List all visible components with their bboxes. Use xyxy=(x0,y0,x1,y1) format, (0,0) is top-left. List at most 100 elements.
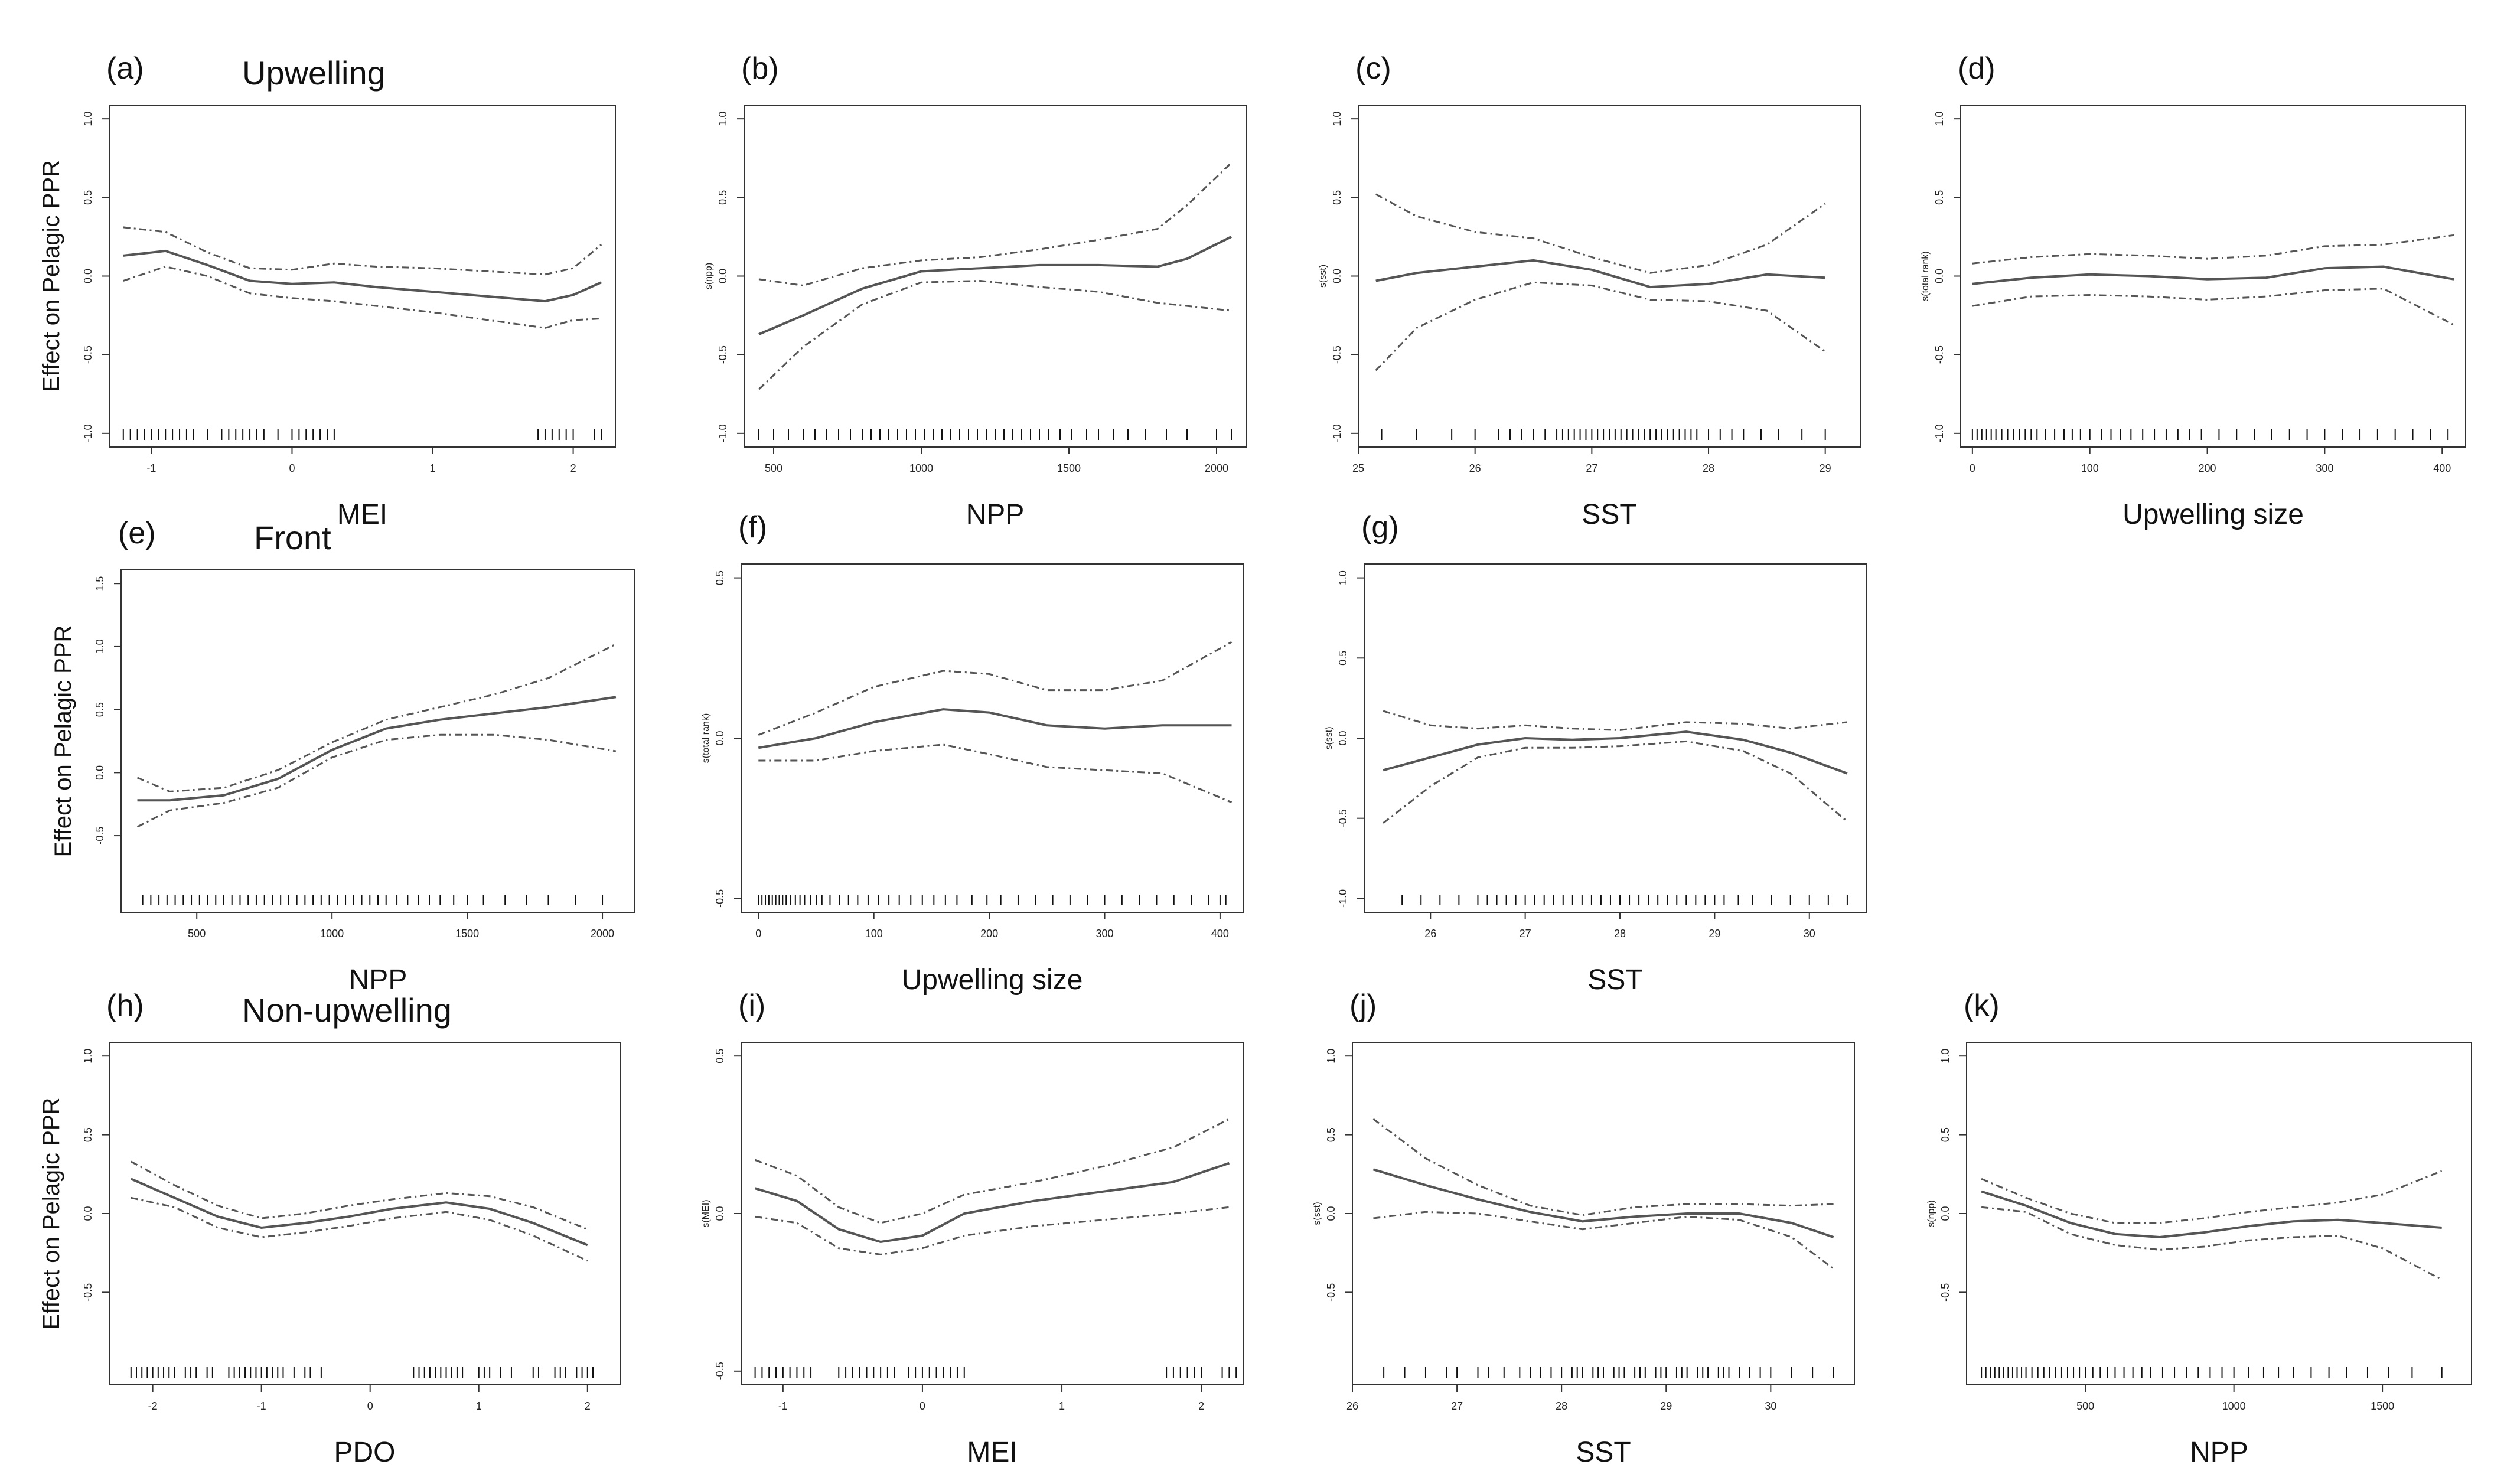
smooth-fit-line xyxy=(755,1162,1230,1244)
y-tick-label: 0.5 xyxy=(82,1127,94,1142)
y-tick-label: 1.0 xyxy=(1331,112,1343,126)
panel-k: (k) NPP s(npp) 500 1000 1500 -0.5 0.0 0.5 1.0 xyxy=(1926,989,2472,1468)
panel-h: (h) Non-upwelling PDO Effect on Pelagic PPR… xyxy=(38,989,621,1468)
panel-j: (j) SST s(sst) 26 27 28 29 30 -0.5 0.0 0.5 1.0 xyxy=(1312,989,1855,1468)
x-tick-label: 0 xyxy=(1970,462,1975,474)
confidence-band-lower xyxy=(123,265,602,329)
y-tick-label: 0.5 xyxy=(714,570,726,585)
smooth-fit-line xyxy=(758,236,1232,335)
y-tick-label: -1.0 xyxy=(1331,424,1343,442)
x-axis-label: NPP xyxy=(2190,1437,2248,1468)
y-axis-label: s(sst) xyxy=(1324,726,1334,749)
x-axis-label: SST xyxy=(1582,499,1636,530)
x-tick-label: 30 xyxy=(1804,928,1815,940)
confidence-band-lower xyxy=(1972,288,2454,326)
y-tick-label: 0.0 xyxy=(94,765,106,780)
y-tick-label: 0.5 xyxy=(714,1049,726,1064)
x-tick-label: 27 xyxy=(1586,462,1597,474)
y-tick-label: 0.0 xyxy=(82,269,94,283)
x-tick-label: 100 xyxy=(865,928,883,940)
x-tick-label: 1000 xyxy=(320,928,344,940)
y-tick-label: 0.0 xyxy=(1934,269,1945,283)
x-tick-label: 2 xyxy=(585,1400,591,1412)
confidence-band-upper xyxy=(123,226,602,276)
smooth-fit-line xyxy=(1372,1168,1834,1238)
plot-frame xyxy=(744,105,1247,448)
confidence-band-upper xyxy=(755,1118,1230,1224)
y-tick-label: -0.5 xyxy=(1337,809,1349,827)
y-tick-label: -0.5 xyxy=(82,1283,94,1302)
x-tick-label: 300 xyxy=(2316,462,2333,474)
confidence-band-upper xyxy=(1972,234,2454,265)
panel-label: (e) xyxy=(118,516,156,550)
y-tick-label: 1.0 xyxy=(717,112,729,126)
y-tick-label: 0.0 xyxy=(714,1206,726,1221)
x-tick-label: 2000 xyxy=(1205,462,1228,474)
confidence-band-lower xyxy=(136,733,617,828)
confidence-band-lower xyxy=(1375,281,1826,371)
x-tick-label: 400 xyxy=(1211,928,1229,940)
y-tick-label: 0.5 xyxy=(94,702,106,717)
panel-label: (j) xyxy=(1349,989,1377,1023)
x-tick-label: 27 xyxy=(1451,1400,1463,1412)
x-axis-label: PDO xyxy=(334,1437,395,1468)
x-axis-label: MEI xyxy=(337,499,387,530)
panel-a: (a) Upwelling MEI Effect on Pelagic PPR -1 0 1… xyxy=(38,51,616,530)
smooth-fit-line xyxy=(131,1178,588,1247)
panel-label: (c) xyxy=(1355,51,1391,86)
y-tick-label: 0.0 xyxy=(717,269,729,283)
confidence-band-lower xyxy=(758,743,1233,803)
y-axis-label: s(total rank) xyxy=(701,713,711,763)
group-title: Upwelling xyxy=(242,54,386,92)
confidence-band-upper xyxy=(1372,1118,1834,1216)
smooth-fit-line xyxy=(1375,259,1825,289)
panel-label: (a) xyxy=(106,51,144,86)
y-tick-label: -0.5 xyxy=(1331,345,1343,364)
x-tick-label: 100 xyxy=(2081,462,2099,474)
panel-i: (i) MEI s(MEI) -1 0 1 2 -0.5 0.0 0.5 xyxy=(701,989,1244,1468)
panel-label: (d) xyxy=(1958,51,1996,86)
plot-frame xyxy=(1352,1042,1855,1385)
panel-c: (c) SST s(sst) 25 26 27 28 29 -1.0 -0.5 0.0 0.5 1.0 xyxy=(1318,51,1861,530)
x-tick-label: 0 xyxy=(289,462,295,474)
y-tick-label: 1.5 xyxy=(94,576,106,591)
x-tick-label: 400 xyxy=(2433,462,2451,474)
panel-e: (e) Front NPP Effect on Pelagic PPR 500 1000 1… xyxy=(50,516,635,996)
panel-d: (d) Upwelling size s(total rank) 0 100 200 300… xyxy=(1921,51,2466,530)
y-axis-label: Effect on Pelagic PPR xyxy=(38,1098,64,1330)
x-tick-label: 500 xyxy=(2076,1400,2094,1412)
y-tick-label: 1.0 xyxy=(1939,1049,1951,1064)
y-tick-label: 1.0 xyxy=(94,639,106,654)
smooth-fit-line xyxy=(1972,265,2454,285)
y-tick-label: 0.0 xyxy=(1325,1206,1337,1221)
y-tick-label: 0.0 xyxy=(1331,269,1343,283)
y-axis-label: s(sst) xyxy=(1312,1202,1322,1225)
y-tick-label: 0.5 xyxy=(1939,1127,1951,1142)
panel-label: (h) xyxy=(106,989,144,1023)
y-tick-label: 0.5 xyxy=(717,190,729,205)
y-tick-label: 0.0 xyxy=(1337,730,1349,745)
plot-frame xyxy=(1966,1042,2472,1385)
x-tick-label: 25 xyxy=(1352,462,1364,474)
x-tick-label: 1 xyxy=(430,462,436,474)
y-tick-label: -0.5 xyxy=(714,889,726,908)
x-tick-label: 30 xyxy=(1765,1400,1776,1412)
group-title: Non-upwelling xyxy=(242,991,452,1029)
x-tick-label: 29 xyxy=(1709,928,1720,940)
confidence-band-upper xyxy=(1981,1170,2443,1224)
smooth-fit-line xyxy=(1383,730,1848,775)
x-tick-label: -2 xyxy=(148,1400,158,1412)
y-tick-label: 0.0 xyxy=(82,1206,94,1221)
x-tick-label: 300 xyxy=(1096,928,1113,940)
y-tick-label: -0.5 xyxy=(82,345,94,364)
y-tick-label: 1.0 xyxy=(1934,112,1945,126)
smooth-fit-line xyxy=(758,708,1232,749)
confidence-band-upper xyxy=(1383,710,1848,731)
x-tick-label: 500 xyxy=(765,462,782,474)
y-axis-label: Effect on Pelagic PPR xyxy=(38,160,64,392)
y-tick-label: 0.5 xyxy=(82,190,94,205)
smooth-fit-line xyxy=(137,696,617,802)
x-tick-label: 200 xyxy=(980,928,998,940)
y-axis-label: Effect on Pelagic PPR xyxy=(50,625,76,857)
